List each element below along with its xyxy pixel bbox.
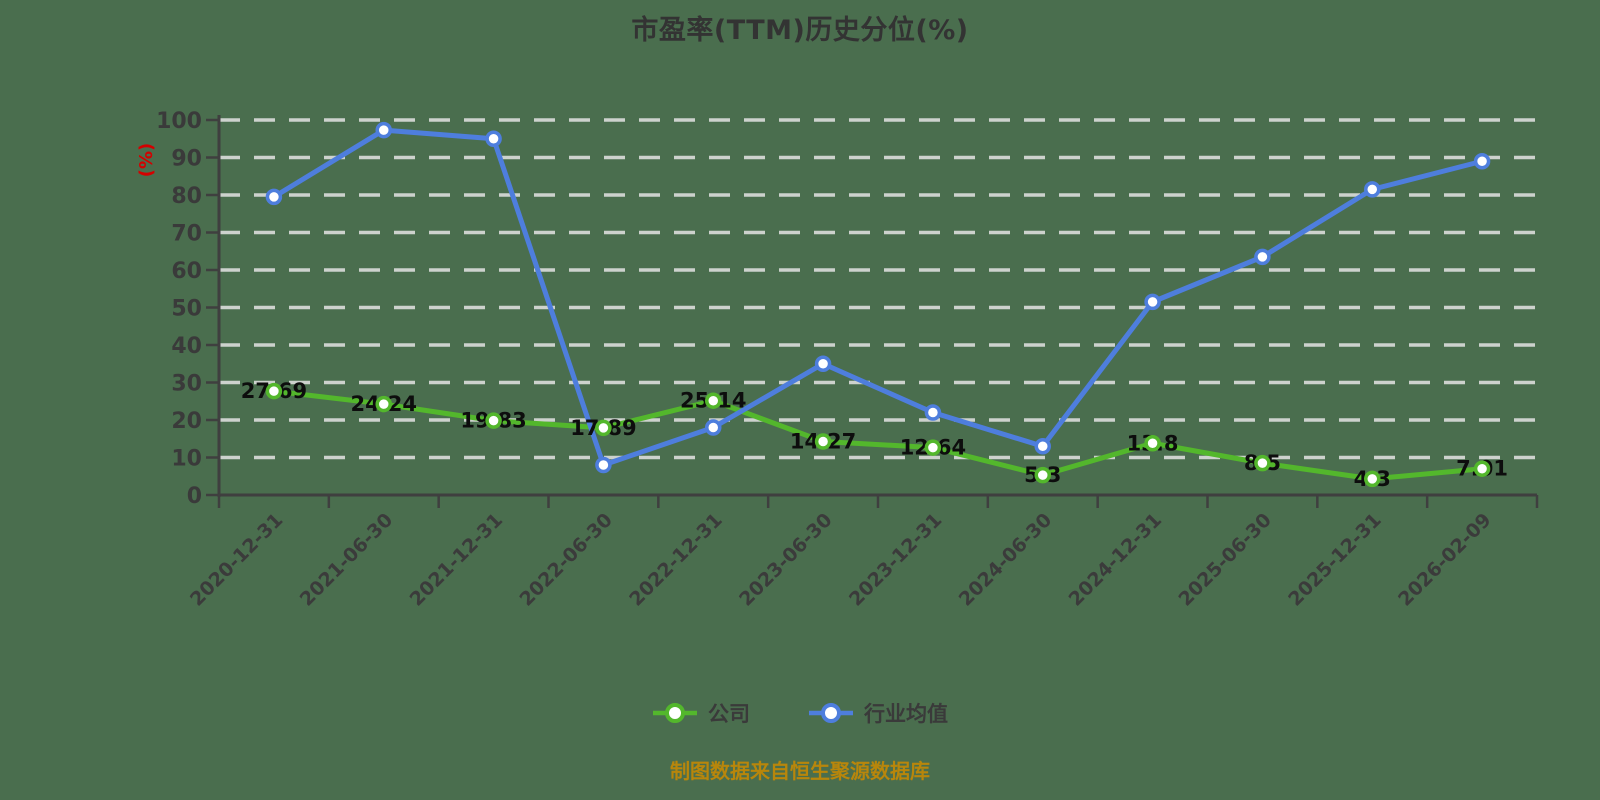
data-point-marker-company[interactable] [1034,466,1051,484]
y-axis-tick-label: 80 [171,184,202,209]
x-axis-tick-label: 2024-06-30 [955,509,1057,611]
data-point-marker-industry[interactable] [924,404,942,421]
data-point-marker-company[interactable] [265,382,283,400]
series-line-company [271,388,1485,482]
data-point-marker-industry[interactable] [265,188,283,206]
x-axis-tick-label: 2025-06-30 [1174,509,1276,611]
y-axis-tick-label: 100 [156,109,202,134]
data-point-marker-industry[interactable] [595,456,612,474]
chart-title: 市盈率(TTM)历史分位(%) [631,15,969,46]
data-point-marker-industry[interactable] [705,419,722,436]
data-point-marker-industry[interactable] [814,355,832,372]
y-axis-tick-label: 0 [187,484,202,509]
data-point-marker-company[interactable] [1473,460,1491,477]
x-axis-tick-label: 2023-12-31 [845,509,947,611]
y-axis-tick-label: 20 [171,409,202,434]
y-axis-tick-label: 30 [171,372,202,397]
data-point-marker-industry[interactable] [1144,293,1161,311]
y-axis-tick-label: 60 [171,259,202,284]
data-point-marker-company[interactable] [924,439,942,456]
legend-label-industry: 行业均值 [864,702,948,726]
x-axis-tick-label: 2024-12-31 [1065,509,1167,611]
y-axis-tick-label: 90 [171,147,202,172]
data-point-marker-company[interactable] [1144,435,1161,452]
legend-item-industry[interactable]: 行业均值 [808,698,948,728]
y-axis-tick-label: 40 [171,334,202,359]
series-line-industry [271,127,1485,468]
y-axis-unit-label: (%) [136,143,157,178]
data-point-marker-industry[interactable] [375,121,392,139]
y-axis-tick-label: 70 [171,222,202,247]
x-axis-tick-label: 2020-12-31 [186,509,288,611]
data-point-marker-industry[interactable] [485,130,502,147]
data-point-marker-company[interactable] [705,392,722,409]
data-point-marker-company[interactable] [1364,470,1381,488]
x-axis-tick-label: 2022-06-30 [515,509,617,611]
data-point-marker-company[interactable] [1254,454,1271,472]
x-axis-tick-label: 2025-12-31 [1284,509,1386,611]
x-axis-tick-label: 2023-06-30 [735,509,837,611]
data-point-marker-company[interactable] [595,419,612,437]
source-note: 制图数据来自恒生聚源数据库 [670,759,930,783]
x-axis-tick-label: 2021-06-30 [296,509,398,611]
legend-item-company[interactable]: 公司 [652,698,750,728]
x-axis-tick-label: 2021-12-31 [406,509,508,611]
company-legend-marker-icon [653,703,697,723]
y-axis-tick-label: 50 [171,297,202,322]
data-point-marker-company[interactable] [814,433,832,450]
x-axis-tick-label: 2022-12-31 [625,509,727,611]
data-point-marker-company[interactable] [485,412,502,429]
data-point-marker-company[interactable] [375,395,392,413]
x-axis-tick-label: 2026-02-09 [1394,509,1496,611]
legend: 公司 行业均值 [0,698,1600,728]
data-point-marker-industry[interactable] [1034,438,1051,455]
legend-label-company: 公司 [708,702,750,726]
y-axis-tick-label: 10 [171,447,202,472]
industry-legend-marker-icon [809,703,853,723]
data-point-marker-industry[interactable] [1254,248,1271,266]
data-point-marker-industry[interactable] [1473,153,1491,170]
data-point-marker-industry[interactable] [1364,181,1381,198]
